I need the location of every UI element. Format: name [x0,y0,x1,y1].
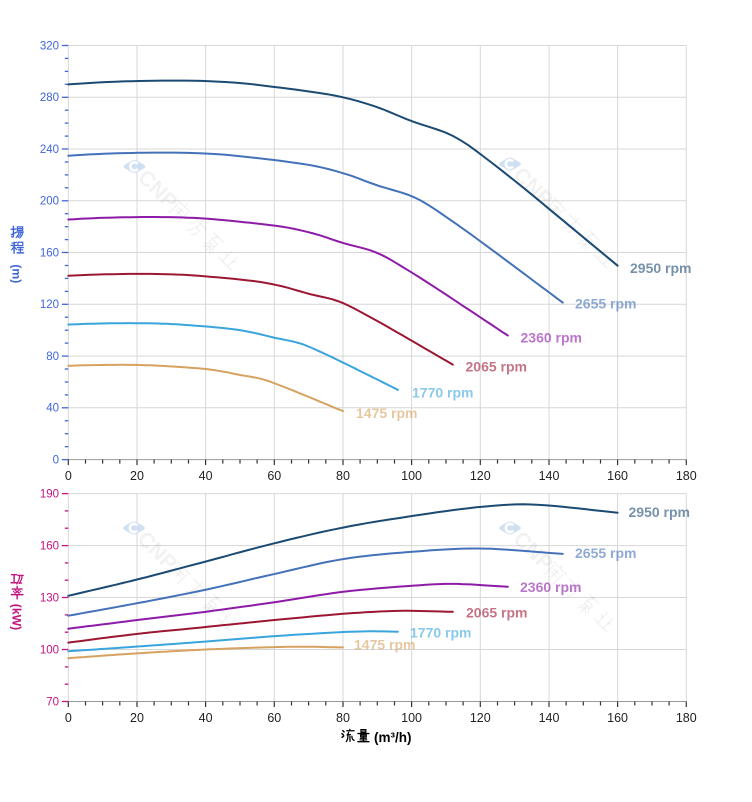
svg-text:160: 160 [40,247,59,259]
svg-text:(m): (m) [10,264,24,283]
svg-text:160: 160 [607,711,628,725]
svg-text:2065 rpm: 2065 rpm [466,359,527,375]
svg-text:60: 60 [267,711,281,725]
svg-text:140: 140 [539,469,560,483]
svg-text:2655 rpm: 2655 rpm [575,296,636,312]
svg-text:200: 200 [40,196,59,208]
svg-text:2655 rpm: 2655 rpm [575,545,636,561]
svg-text:0: 0 [65,469,72,483]
svg-text:40: 40 [199,469,213,483]
svg-text:80: 80 [46,351,59,363]
svg-text:70: 70 [46,696,59,708]
svg-text:120: 120 [470,711,491,725]
svg-text:20: 20 [130,469,144,483]
svg-text:40: 40 [46,403,59,415]
svg-text:40: 40 [199,711,213,725]
svg-text:130: 130 [40,592,59,604]
svg-text:1770 rpm: 1770 rpm [410,625,471,641]
svg-text:100: 100 [401,469,422,483]
svg-text:0: 0 [53,454,59,466]
svg-text:100: 100 [401,711,422,725]
svg-text:100: 100 [40,644,59,656]
svg-text:1475 rpm: 1475 rpm [354,637,415,653]
svg-text:160: 160 [40,540,59,552]
svg-text:190: 190 [40,488,59,500]
svg-text:2360 rpm: 2360 rpm [520,579,581,595]
svg-text:(m³/h): (m³/h) [374,730,412,745]
svg-text:2360 rpm: 2360 rpm [521,330,582,346]
svg-text:120: 120 [40,299,59,311]
svg-text:2950 rpm: 2950 rpm [629,504,690,520]
svg-text:180: 180 [676,711,697,725]
svg-text:240: 240 [40,144,59,156]
svg-text:(kW): (kW) [10,604,24,630]
svg-text:0: 0 [65,711,72,725]
svg-text:120: 120 [470,469,491,483]
svg-text:2065 rpm: 2065 rpm [466,605,527,621]
svg-text:1475 rpm: 1475 rpm [356,405,417,421]
svg-text:2950 rpm: 2950 rpm [630,260,691,276]
svg-text:80: 80 [336,711,350,725]
svg-text:1770 rpm: 1770 rpm [412,385,473,401]
svg-text:320: 320 [40,40,59,52]
svg-text:180: 180 [676,469,697,483]
svg-text:60: 60 [267,469,281,483]
svg-text:80: 80 [336,469,350,483]
svg-text:140: 140 [539,711,560,725]
svg-text:160: 160 [607,469,628,483]
svg-text:280: 280 [40,92,59,104]
svg-text:20: 20 [130,711,144,725]
